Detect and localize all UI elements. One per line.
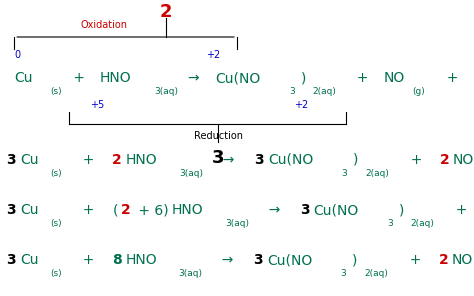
Text: (s): (s) — [51, 269, 63, 278]
Text: (g): (g) — [412, 87, 425, 96]
Text: 3: 3 — [254, 253, 263, 268]
Text: 2(aq): 2(aq) — [365, 169, 389, 178]
Text: HNO: HNO — [172, 203, 203, 217]
Text: 3: 3 — [387, 219, 392, 228]
Text: Cu: Cu — [20, 203, 38, 217]
Text: 2: 2 — [440, 153, 450, 167]
Text: Reduction: Reduction — [193, 131, 243, 141]
Text: 2: 2 — [160, 3, 172, 21]
Text: 2(aq): 2(aq) — [410, 219, 434, 228]
Text: (s): (s) — [51, 219, 63, 228]
Text: 3(aq): 3(aq) — [179, 269, 203, 278]
Text: + 6): + 6) — [134, 203, 168, 217]
Text: ): ) — [301, 71, 306, 86]
Text: NO: NO — [384, 71, 405, 86]
Text: (s): (s) — [51, 169, 63, 178]
Text: +: + — [74, 203, 103, 217]
Text: 3: 3 — [340, 269, 346, 278]
Text: 2(aq): 2(aq) — [364, 269, 388, 278]
Text: →: → — [213, 253, 242, 268]
Text: +: + — [438, 71, 467, 86]
Text: 3(aq): 3(aq) — [225, 219, 249, 228]
Text: Oxidation: Oxidation — [81, 20, 128, 30]
Text: 3: 3 — [341, 169, 347, 178]
Text: →: → — [260, 203, 289, 217]
Text: 3(aq): 3(aq) — [180, 169, 204, 178]
Text: NO: NO — [452, 253, 473, 268]
Text: →: → — [187, 71, 199, 86]
Text: 3(aq): 3(aq) — [154, 87, 178, 96]
Text: (: ( — [112, 203, 118, 217]
Text: 2(aq): 2(aq) — [313, 87, 337, 96]
Text: 3: 3 — [6, 203, 15, 217]
Text: →: → — [214, 153, 243, 167]
Text: 2: 2 — [112, 153, 122, 167]
Text: 3: 3 — [300, 203, 310, 217]
Text: Cu(NO: Cu(NO — [216, 71, 261, 86]
Text: HNO: HNO — [125, 153, 157, 167]
Text: 3: 3 — [255, 153, 264, 167]
Text: 8: 8 — [112, 253, 122, 268]
Text: +: + — [402, 153, 431, 167]
Text: (s): (s) — [50, 87, 62, 96]
Text: +: + — [447, 203, 474, 217]
Text: 2: 2 — [439, 253, 449, 268]
Text: 2: 2 — [121, 203, 131, 217]
Text: 3: 3 — [212, 149, 224, 167]
Text: ): ) — [352, 253, 357, 268]
Text: HNO: HNO — [125, 253, 157, 268]
Text: ): ) — [353, 153, 358, 167]
Text: +2: +2 — [294, 100, 308, 110]
Text: +5: +5 — [90, 100, 104, 110]
Text: NO: NO — [453, 153, 474, 167]
Text: 3: 3 — [6, 153, 15, 167]
Text: Cu: Cu — [20, 253, 38, 268]
Text: Cu(NO: Cu(NO — [313, 203, 358, 217]
Text: +: + — [401, 253, 430, 268]
Text: ): ) — [399, 203, 404, 217]
Text: +: + — [69, 71, 93, 86]
Text: 3: 3 — [289, 87, 295, 96]
Text: 3: 3 — [6, 253, 15, 268]
Text: Cu: Cu — [14, 71, 33, 86]
Text: Cu: Cu — [20, 153, 38, 167]
Text: 0: 0 — [14, 50, 20, 60]
Text: +2: +2 — [206, 50, 220, 60]
Text: +: + — [74, 253, 103, 268]
Text: +: + — [74, 153, 103, 167]
Text: Cu(NO: Cu(NO — [268, 153, 313, 167]
Text: Cu(NO: Cu(NO — [267, 253, 312, 268]
Text: +: + — [348, 71, 377, 86]
Text: HNO: HNO — [100, 71, 131, 86]
